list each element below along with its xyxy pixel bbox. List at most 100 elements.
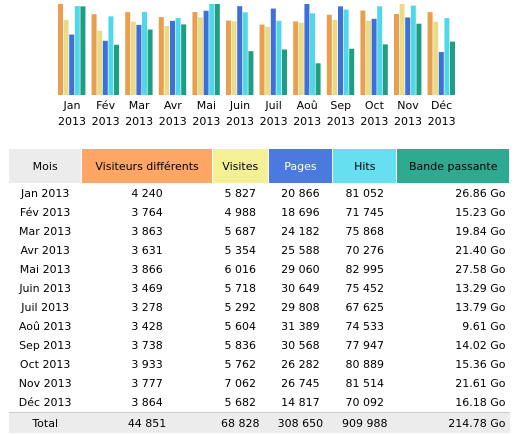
value-cell: 3 764	[131, 206, 163, 219]
bar	[366, 20, 371, 95]
value-cell: 3 428	[131, 320, 163, 333]
x-tick-label: Aoû 2013	[293, 99, 322, 128]
value-cell: 5 687	[224, 225, 257, 238]
value-cell: 74 533	[345, 320, 385, 333]
value-cell: 3 863	[131, 225, 163, 238]
month-cell: Déc 2013	[18, 396, 72, 409]
bar	[304, 4, 310, 95]
value-cell: 70 092	[345, 396, 385, 409]
bar	[136, 24, 142, 96]
series-header: Visiteurs différents	[81, 148, 213, 184]
series-header: Hits	[332, 148, 398, 184]
value-cell: 13.29 Go	[455, 282, 506, 295]
table-row: Déc 2013 3 864 5 682 14 817 70 092 16.18 Go	[9, 393, 510, 413]
bar	[438, 52, 444, 95]
value-cell: 5 604	[224, 320, 257, 333]
value-cell: 3 866	[131, 263, 163, 276]
x-tick-label: Fév 2013	[91, 99, 120, 128]
bar	[433, 21, 439, 95]
total-row: Total 44 851 68 828 308 650 909 988 214.78 Go	[8, 412, 510, 433]
value-cell: 3 864	[131, 396, 163, 409]
bar	[158, 17, 164, 95]
value-cell: 30 649	[281, 282, 320, 295]
total-cell: 44 851	[81, 412, 213, 433]
table-row: Mai 2013 3 866 6 016 29 060 82 995 27.58 Go	[9, 260, 510, 279]
value-cell: 26 282	[281, 358, 320, 371]
bar	[242, 12, 248, 95]
x-tick-label: Nov 2013	[394, 99, 422, 128]
month-cell: Juin 2013	[19, 282, 72, 295]
series-header: Pages	[267, 148, 334, 184]
x-tick-label: Sep 2013	[326, 99, 355, 128]
bar	[293, 21, 299, 95]
x-tick-label: Juil 2013	[259, 99, 288, 128]
month-cell: Fév 2013	[19, 206, 71, 219]
value-cell: 77 947	[345, 339, 385, 352]
bar	[142, 11, 147, 96]
bar	[130, 21, 136, 95]
total-cell: 214.78 Go	[396, 412, 510, 433]
bar	[427, 12, 433, 96]
bar	[399, 4, 405, 95]
table-row: Jan 2013 4 240 5 827 20 866 81 052 26.86 Go	[9, 184, 510, 204]
x-tick-label: Mar 2013	[125, 99, 154, 128]
bar	[332, 19, 338, 96]
x-tick-label: Juin 2013	[226, 99, 254, 128]
bar	[198, 17, 203, 95]
bar	[125, 12, 131, 96]
value-cell: 9.61 Go	[462, 320, 506, 333]
bar	[74, 6, 80, 96]
table-row: Oct 2013 3 933 5 762 26 282 80 889 15.36 Go	[9, 355, 510, 374]
month-cell: Jan 2013	[20, 187, 70, 200]
value-cell: 5 354	[224, 244, 257, 257]
value-cell: 75 452	[345, 282, 385, 295]
value-cell: 30 568	[281, 339, 320, 352]
bar	[181, 24, 187, 96]
bar	[91, 14, 97, 96]
value-cell: 26 745	[281, 377, 320, 390]
value-cell: 7 062	[224, 377, 257, 390]
series-header: Bande passante	[396, 148, 510, 184]
total-cell: 909 988	[332, 412, 397, 433]
value-cell: 19.84 Go	[455, 225, 506, 238]
x-tick-label: Avr 2013	[158, 99, 187, 128]
bar	[276, 20, 282, 95]
bar	[382, 44, 388, 95]
x-tick-label: Déc 2013	[427, 99, 456, 128]
value-cell: 4 240	[131, 187, 163, 200]
table-header: Mois Visiteurs différents Visites Pages Hit…	[7, 148, 510, 184]
bar	[248, 51, 254, 95]
bar	[63, 19, 69, 95]
series-header: Visites	[211, 148, 269, 184]
month-cell: Mai 2013	[19, 263, 71, 276]
bar	[416, 23, 422, 96]
month-cell: Nov 2013	[18, 377, 72, 390]
value-cell: 15.36 Go	[455, 358, 506, 371]
table-row: Aoû 2013 3 428 5 604 31 389 74 533 9.61 Go	[9, 317, 510, 336]
value-cell: 3 933	[131, 358, 163, 371]
value-cell: 13.79 Go	[455, 301, 506, 314]
bar	[405, 17, 411, 96]
value-cell: 21.40 Go	[455, 244, 506, 257]
bar	[231, 21, 237, 96]
bar	[237, 6, 243, 95]
value-cell: 4 988	[224, 206, 257, 219]
bar	[371, 18, 377, 96]
bar	[192, 12, 198, 96]
bar	[69, 34, 75, 95]
value-cell: 5 836	[224, 339, 257, 352]
x-tick-label: Jan 2013	[58, 99, 86, 128]
bar	[377, 6, 383, 95]
bar	[164, 26, 170, 95]
month-cell: Oct 2013	[19, 358, 71, 371]
bar	[310, 13, 315, 95]
bar	[444, 18, 450, 95]
month-cell: Sep 2013	[19, 339, 72, 352]
bar	[214, 4, 220, 95]
value-cell: 5 762	[224, 358, 257, 371]
bar	[298, 22, 304, 95]
monthly-table: Mois Visiteurs différents Visites Pages Hit…	[7, 148, 510, 433]
month-header: Mois	[7, 148, 83, 184]
bar	[80, 6, 86, 96]
value-cell: 67 625	[345, 301, 385, 314]
